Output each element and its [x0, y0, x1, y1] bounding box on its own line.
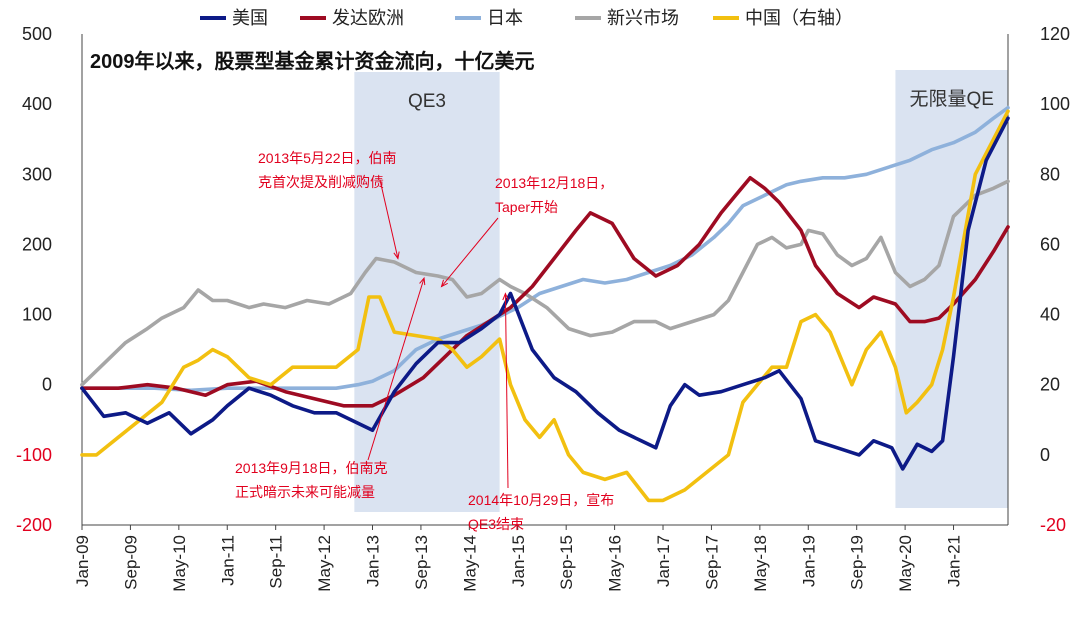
x-tick-label: May-16 — [606, 535, 625, 592]
x-tick-label: Sep-09 — [121, 535, 140, 590]
y-left-tick-label: 0 — [42, 375, 52, 395]
annotation-leader-a4 — [504, 293, 509, 489]
band-label-qe3: QE3 — [408, 91, 446, 112]
x-tick-label: Jan-13 — [364, 535, 383, 587]
legend-label: 发达欧洲 — [332, 8, 404, 28]
y-right-tick-label: 120 — [1040, 24, 1070, 44]
annotation-text-a2: Taper开始 — [495, 199, 558, 215]
x-tick-label: Jan-19 — [799, 535, 818, 587]
annotation-text-a4: 2014年10月29日，宣布 — [468, 492, 614, 508]
y-left-tick-label: 400 — [22, 94, 52, 114]
x-tick-label: May-12 — [315, 535, 334, 592]
legend-label: 新兴市场 — [607, 8, 679, 28]
legend-label: 日本 — [487, 8, 523, 28]
annotation-text-a4: QE3结束 — [468, 516, 524, 532]
annotation-arrowhead-a2 — [440, 279, 448, 288]
x-tick-label: Sep-15 — [557, 535, 576, 590]
annotation-leader-a3 — [367, 277, 425, 461]
y-left-tick-label: -200 — [16, 515, 52, 535]
chart-title: 2009年以来，股票型基金累计资金流向，十亿美元 — [90, 49, 535, 73]
y-right-tick-label: 40 — [1040, 305, 1060, 325]
band-unlimited-qe — [895, 70, 1008, 508]
x-tick-label: May-10 — [170, 535, 189, 592]
y-right-tick-label: -20 — [1040, 515, 1066, 535]
y-right-tick-label: 20 — [1040, 375, 1060, 395]
band-qe3 — [354, 72, 500, 512]
x-tick-label: May-20 — [896, 535, 915, 592]
x-tick-label: Sep-13 — [412, 535, 431, 590]
y-left-tick-label: 300 — [22, 164, 52, 184]
x-tick-label: Jan-11 — [218, 535, 237, 586]
legend-label: 美国 — [232, 8, 268, 28]
annotation-leader-a1 — [379, 179, 399, 259]
x-tick-label: Jan-17 — [654, 535, 673, 587]
y-left-tick-label: 100 — [22, 305, 52, 325]
x-tick-label: May-14 — [460, 535, 479, 592]
annotation-text-a3: 2013年9月18日，伯南克 — [235, 460, 388, 476]
series-line-4 — [80, 109, 1010, 503]
x-tick-label: Jan-21 — [945, 535, 964, 587]
x-tick-label: Sep-19 — [848, 535, 867, 590]
series-line-3 — [80, 179, 1010, 387]
y-left-tick-label: 500 — [22, 24, 52, 44]
series-line-1 — [80, 176, 1010, 408]
annotation-text-a1: 2013年5月22日，伯南 — [258, 150, 397, 166]
band-label-unlimited-qe: 无限量QE — [909, 88, 993, 110]
annotation-leader-a2 — [441, 217, 499, 287]
y-right-tick-label: 0 — [1040, 445, 1050, 465]
y-right-tick-label: 60 — [1040, 234, 1060, 254]
x-tick-label: Sep-11 — [267, 535, 286, 589]
x-tick-label: Sep-17 — [702, 535, 721, 590]
annotation-arrowhead-a1 — [393, 251, 400, 260]
series-line-0 — [80, 116, 1010, 471]
x-tick-label: Jan-15 — [509, 535, 528, 587]
series-line-2 — [80, 105, 1010, 393]
annotation-arrowhead-a4 — [502, 292, 509, 301]
legend-label: 中国（右轴） — [745, 8, 853, 28]
x-tick-label: Jan-09 — [73, 535, 92, 587]
annotation-text-a1: 克首次提及削减购债 — [258, 174, 384, 190]
y-right-tick-label: 80 — [1040, 164, 1060, 184]
annotation-text-a3: 正式暗示未来可能减量 — [235, 484, 375, 500]
y-right-tick-label: 100 — [1040, 94, 1070, 114]
y-left-tick-label: -100 — [16, 445, 52, 465]
x-tick-label: May-18 — [751, 535, 770, 592]
y-left-tick-label: 200 — [22, 234, 52, 254]
annotation-arrowhead-a3 — [419, 276, 426, 286]
annotation-text-a2: 2013年12月18日， — [495, 175, 613, 191]
